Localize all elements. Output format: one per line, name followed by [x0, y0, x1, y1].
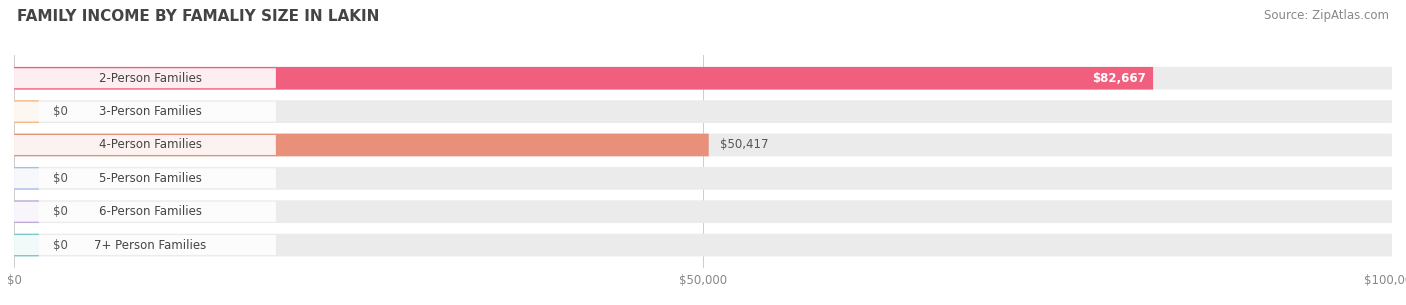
FancyBboxPatch shape [14, 168, 276, 188]
Text: 3-Person Families: 3-Person Families [98, 105, 201, 118]
FancyBboxPatch shape [14, 134, 1392, 156]
FancyBboxPatch shape [14, 200, 39, 223]
FancyBboxPatch shape [14, 102, 276, 122]
Text: $50,417: $50,417 [720, 138, 768, 152]
FancyBboxPatch shape [14, 235, 276, 255]
FancyBboxPatch shape [14, 234, 39, 257]
FancyBboxPatch shape [14, 100, 1392, 123]
FancyBboxPatch shape [14, 134, 709, 156]
FancyBboxPatch shape [14, 167, 39, 190]
FancyBboxPatch shape [14, 100, 39, 123]
FancyBboxPatch shape [14, 135, 276, 155]
FancyBboxPatch shape [14, 68, 276, 88]
FancyBboxPatch shape [14, 167, 1392, 190]
Text: 5-Person Families: 5-Person Families [98, 172, 201, 185]
Text: $0: $0 [52, 172, 67, 185]
FancyBboxPatch shape [14, 67, 1153, 90]
Text: Source: ZipAtlas.com: Source: ZipAtlas.com [1264, 9, 1389, 22]
Text: $0: $0 [52, 205, 67, 218]
FancyBboxPatch shape [14, 234, 1392, 257]
Text: 6-Person Families: 6-Person Families [98, 205, 201, 218]
FancyBboxPatch shape [14, 200, 1392, 223]
Text: $0: $0 [52, 105, 67, 118]
Text: FAMILY INCOME BY FAMALIY SIZE IN LAKIN: FAMILY INCOME BY FAMALIY SIZE IN LAKIN [17, 9, 380, 24]
Text: $82,667: $82,667 [1092, 72, 1146, 85]
Text: 4-Person Families: 4-Person Families [98, 138, 201, 152]
FancyBboxPatch shape [14, 202, 276, 222]
FancyBboxPatch shape [14, 67, 1392, 90]
Text: 2-Person Families: 2-Person Families [98, 72, 201, 85]
Text: 7+ Person Families: 7+ Person Families [94, 239, 207, 252]
Text: $0: $0 [52, 239, 67, 252]
